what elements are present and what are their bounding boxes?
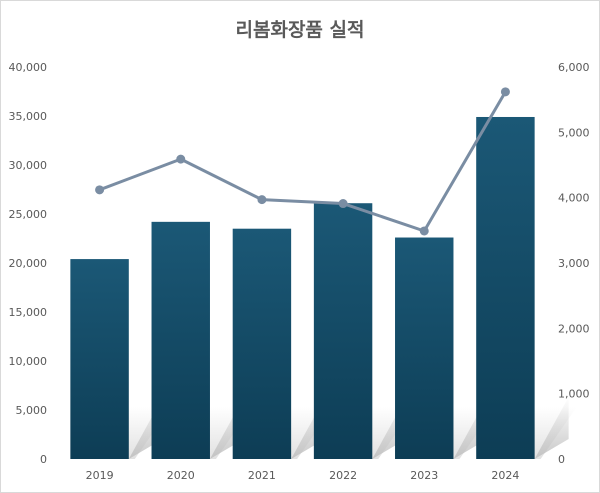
line-point-2020 bbox=[176, 154, 186, 164]
left-axis-tick-label: 30,000 bbox=[9, 159, 48, 172]
x-axis-tick-label: 2023 bbox=[410, 469, 438, 482]
left-axis-tick-label: 15,000 bbox=[9, 306, 48, 319]
left-axis-tick-label: 35,000 bbox=[9, 110, 48, 123]
line-point-2022 bbox=[338, 199, 348, 209]
x-axis-tick-label: 2021 bbox=[248, 469, 276, 482]
left-axis-tick-label: 5,000 bbox=[16, 404, 48, 417]
line-series bbox=[99, 91, 507, 233]
right-axis-tick-label: 2,000 bbox=[558, 322, 590, 335]
bar-2021 bbox=[232, 228, 292, 459]
x-axis-tick-label: 2022 bbox=[329, 469, 357, 482]
chart-title: 리봄화장품 실적 bbox=[235, 19, 365, 41]
bar-2022 bbox=[313, 203, 373, 459]
right-axis-tick-label: 1,000 bbox=[558, 388, 590, 401]
left-axis-tick-label: 40,000 bbox=[9, 61, 48, 74]
bar-2019 bbox=[70, 259, 129, 459]
right-axis-tick-label: 5,000 bbox=[558, 126, 590, 139]
x-axis-tick-label: 2020 bbox=[167, 469, 195, 482]
bar-2023 bbox=[395, 237, 454, 459]
bar-2024 bbox=[476, 116, 535, 459]
left-axis-tick-label: 20,000 bbox=[9, 257, 48, 270]
right-axis-tick-label: 4,000 bbox=[558, 192, 590, 205]
right-axis-tick-label: 0 bbox=[558, 453, 565, 466]
line-point-2024 bbox=[500, 87, 510, 97]
left-axis-tick-label: 0 bbox=[40, 453, 47, 466]
x-axis-tick-label: 2019 bbox=[86, 469, 114, 482]
bar-2020 bbox=[151, 221, 210, 459]
right-axis-tick-label: 3,000 bbox=[558, 257, 590, 270]
right-axis-tick-label: 6,000 bbox=[558, 61, 590, 74]
line-point-2023 bbox=[419, 226, 429, 236]
line-point-2021 bbox=[257, 195, 267, 205]
left-axis-tick-label: 10,000 bbox=[9, 355, 48, 368]
x-axis-tick-label: 2024 bbox=[491, 469, 519, 482]
left-axis-tick-label: 25,000 bbox=[9, 208, 48, 221]
line-point-2019 bbox=[95, 185, 105, 195]
